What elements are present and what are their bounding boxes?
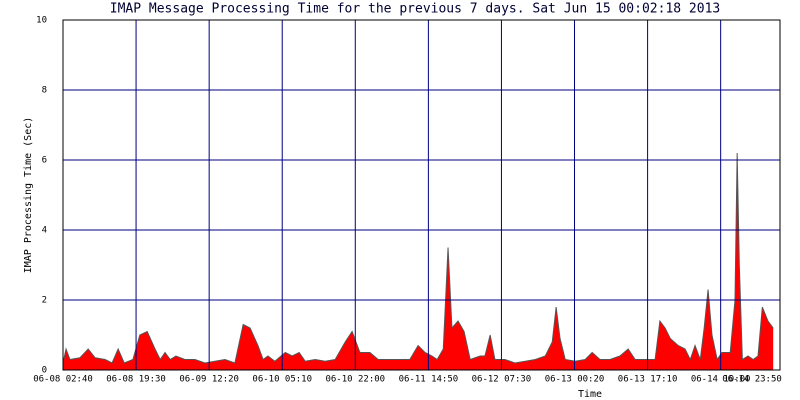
y-tick-label: 8 (42, 86, 47, 96)
x-tick-label: 06-14 10:00 (691, 375, 751, 385)
y-tick-label: 6 (42, 156, 47, 166)
y-tick-label: 10 (36, 16, 47, 26)
chart-title: IMAP Message Processing Time for the pre… (110, 2, 720, 17)
plot-frame (62, 19, 781, 371)
y-tick-label: 2 (42, 296, 47, 306)
x-tick-label: 06-09 12:20 (179, 375, 239, 385)
x-tick-label: 06-12 07:30 (472, 375, 532, 385)
x-tick-label: 06-13 17:10 (618, 375, 678, 385)
area-fill (63, 153, 774, 370)
x-tick-label: 06-13 00:20 (545, 375, 605, 385)
x-tick-label: 06-08 02:40 (33, 375, 93, 385)
x-tick-label: 06-08 19:30 (106, 375, 166, 385)
y-tick-label: 0 (42, 366, 47, 376)
x-axis-label: Time (578, 389, 602, 400)
x-tick-label: 06-10 05:10 (252, 375, 312, 385)
area-outline (62, 152, 774, 364)
x-tick-label: 06-11 14:50 (399, 375, 459, 385)
x-tick-label: 06-10 22:00 (325, 375, 385, 385)
x-tick-label: 06-14 23:50 (722, 375, 782, 385)
y-axis-label: IMAP Processing Time (Sec) (23, 117, 34, 274)
y-tick-label: 4 (42, 226, 47, 236)
